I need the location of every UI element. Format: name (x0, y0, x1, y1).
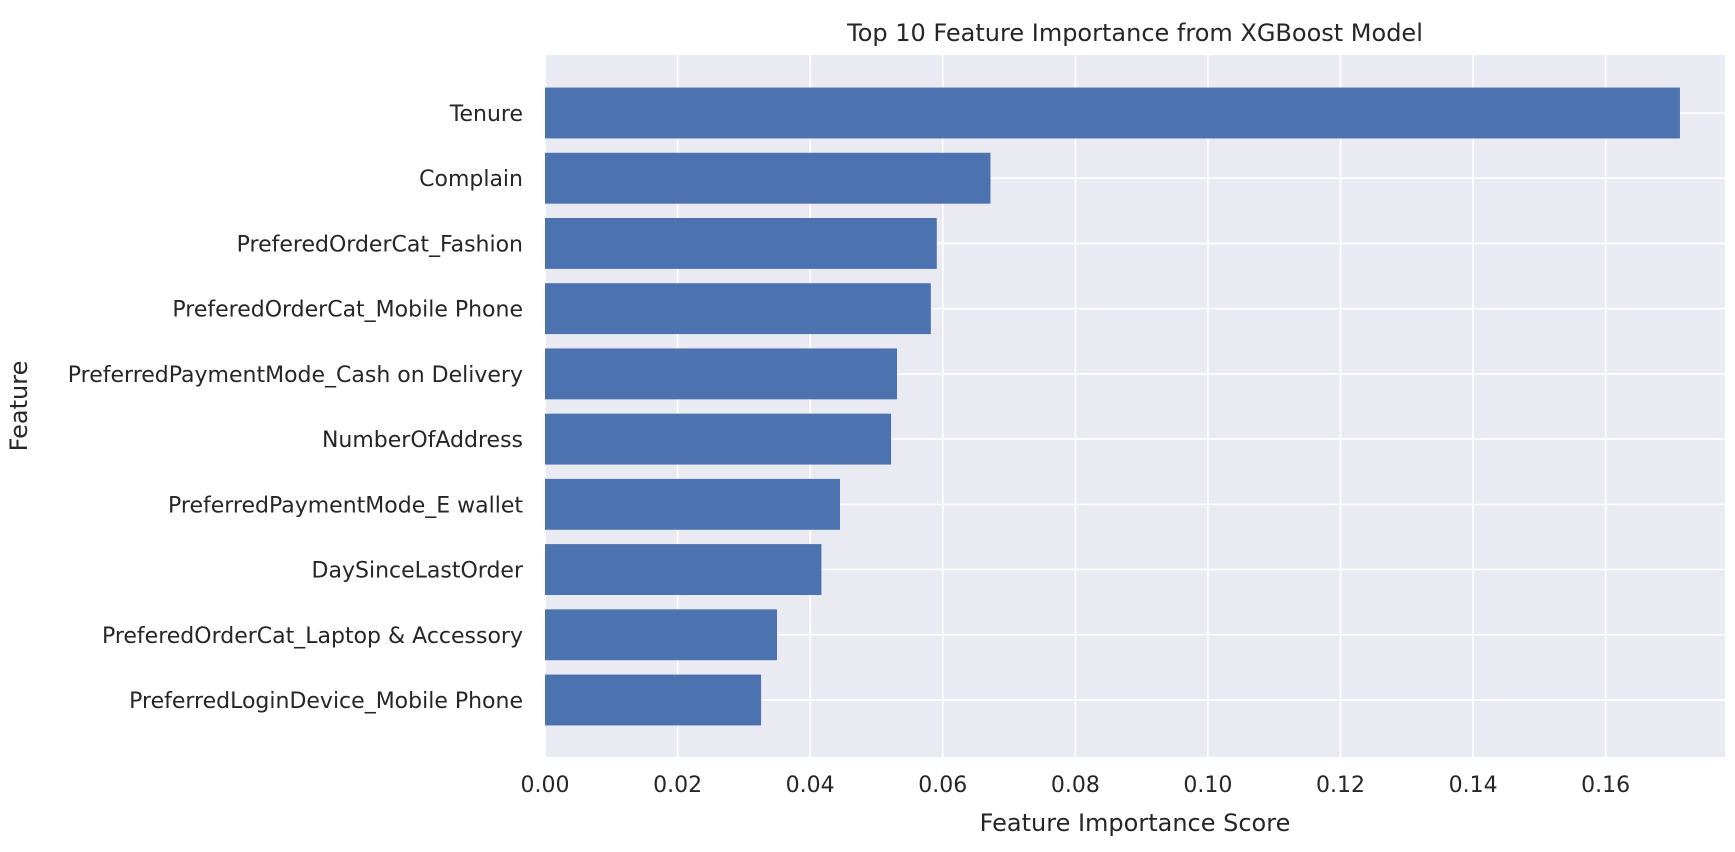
x-tick-labels: 0.00 0.02 0.04 0.06 0.08 0.10 0.12 0.14 0.16 (521, 773, 1631, 798)
bar (545, 609, 778, 661)
x-tick-label: 0.08 (1051, 773, 1100, 798)
bar (545, 218, 937, 269)
x-tick-label: 0.16 (1581, 773, 1630, 798)
bar (545, 348, 898, 400)
y-tick-label: PreferedOrderCat_Mobile Phone (172, 298, 523, 323)
x-tick-label: 0.14 (1449, 773, 1498, 798)
y-axis-label: Feature (5, 361, 33, 452)
x-tick-label: 0.12 (1316, 773, 1365, 798)
x-tick-label: 0.06 (918, 773, 967, 798)
x-tick-label: 0.04 (786, 773, 835, 798)
bar (545, 413, 892, 465)
y-tick-label: PreferredLoginDevice_Mobile Phone (129, 689, 523, 714)
y-tick-label: PreferedOrderCat_Fashion (237, 232, 523, 257)
y-tick-label: DaySinceLastOrder (312, 559, 524, 584)
y-tick-labels: Tenure Complain PreferedOrderCat_Fashion Pr… (68, 102, 524, 714)
bar (545, 544, 822, 595)
bars (545, 87, 1680, 726)
y-tick-label: NumberOfAddress (322, 428, 523, 453)
bar (545, 674, 762, 726)
y-tick-label: Tenure (449, 102, 523, 127)
x-tick-label: 0.10 (1183, 773, 1232, 798)
y-tick-label: PreferedOrderCat_Laptop & Accessory (102, 624, 523, 649)
bar (545, 283, 931, 335)
bar (545, 152, 991, 204)
x-tick-label: 0.00 (521, 773, 570, 798)
y-tick-label: PreferredPaymentMode_Cash on Delivery (68, 363, 523, 388)
x-axis-label: Feature Importance Score (980, 809, 1291, 837)
y-tick-label: Complain (419, 167, 523, 192)
x-tick-label: 0.02 (653, 773, 702, 798)
bar (545, 87, 1680, 139)
y-tick-label: PreferredPaymentMode_E wallet (168, 493, 523, 518)
chart-title: Top 10 Feature Importance from XGBoost M… (846, 19, 1423, 47)
bar (545, 478, 840, 530)
